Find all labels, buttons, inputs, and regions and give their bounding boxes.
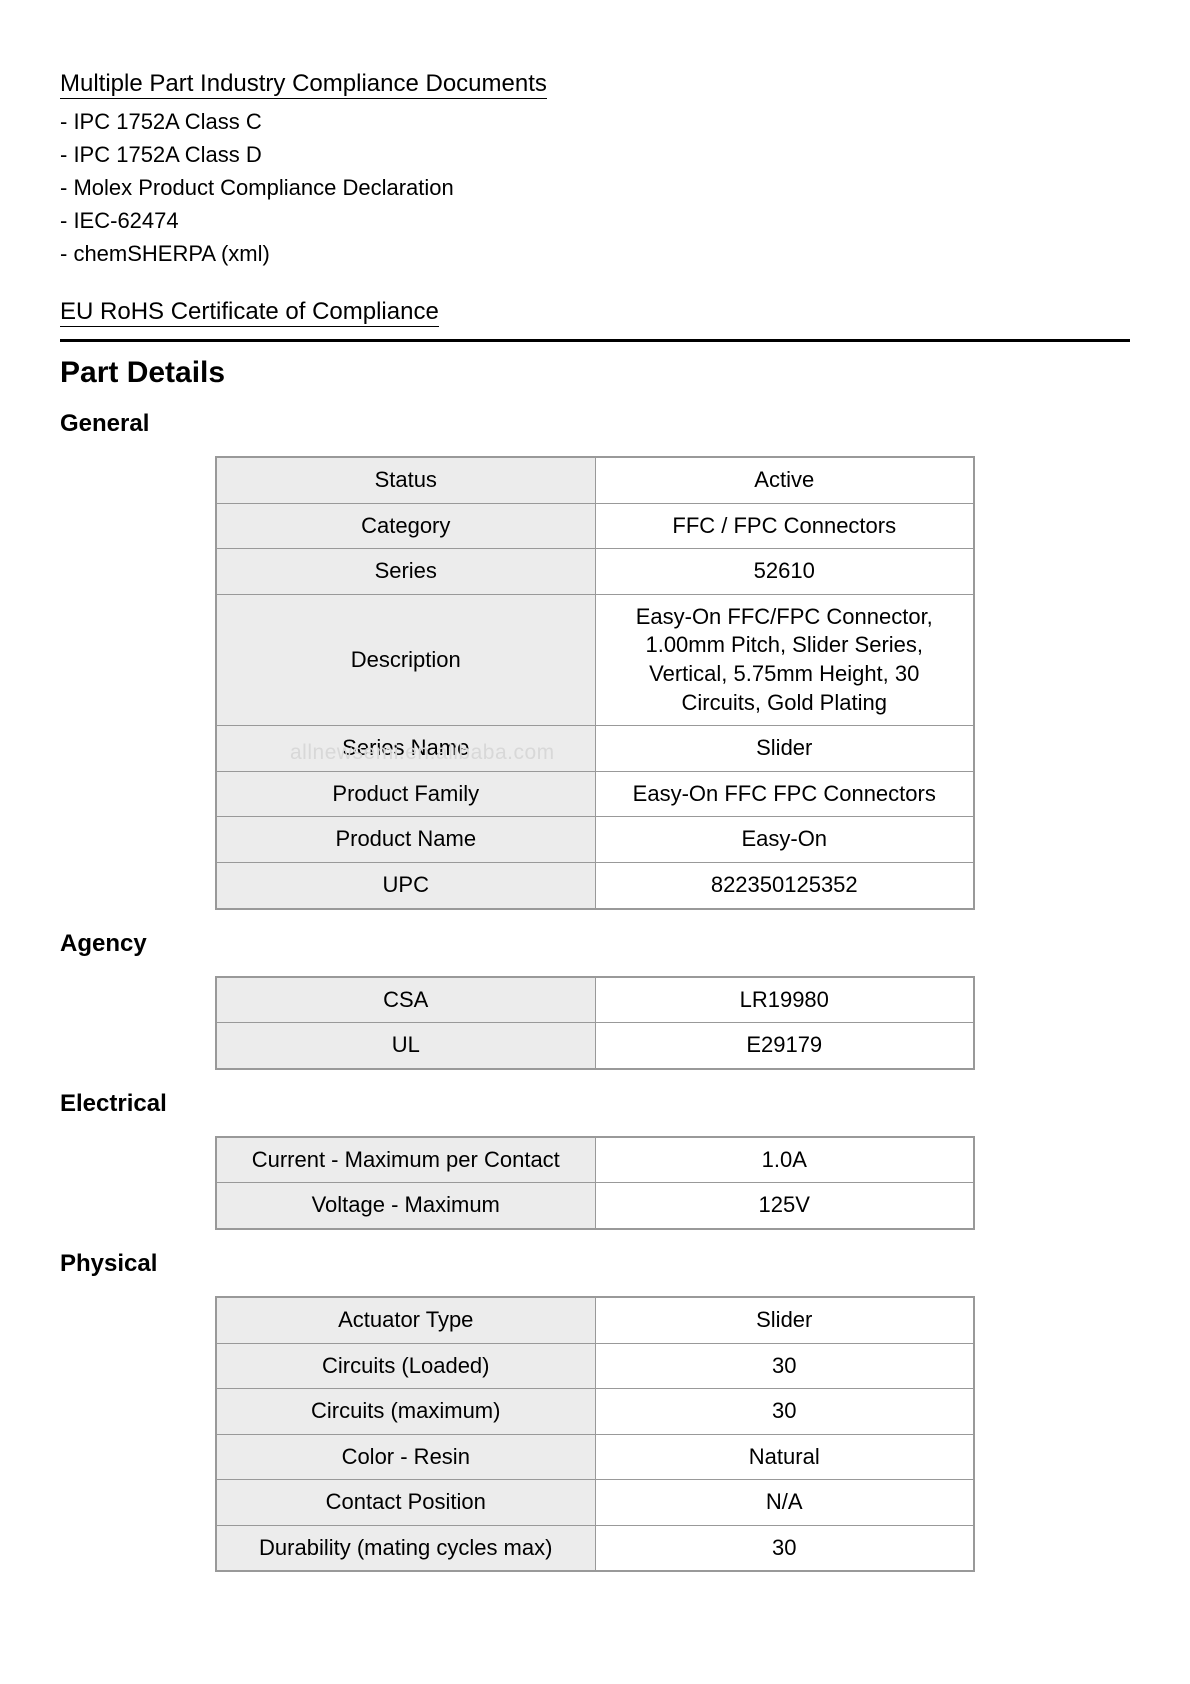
spec-value: Natural [595, 1434, 974, 1480]
table-row: StatusActive [216, 457, 974, 503]
table-row: Circuits (Loaded)30 [216, 1343, 974, 1389]
spec-value: Slider [595, 1297, 974, 1343]
spec-key: Durability (mating cycles max) [216, 1525, 595, 1571]
spec-key: UPC [216, 862, 595, 908]
agency-table: CSALR19980 ULE29179 [215, 976, 975, 1070]
table-row: Contact PositionN/A [216, 1480, 974, 1526]
spec-value: N/A [595, 1480, 974, 1526]
divider [60, 339, 1130, 342]
spec-value: 1.0A [595, 1137, 974, 1183]
spec-value: 52610 [595, 549, 974, 595]
table-row: CSALR19980 [216, 977, 974, 1023]
table-row: CategoryFFC / FPC Connectors [216, 503, 974, 549]
spec-key: UL [216, 1023, 595, 1069]
spec-key: Category [216, 503, 595, 549]
list-item: - IPC 1752A Class C [60, 105, 1130, 138]
spec-key: Product Family [216, 771, 595, 817]
table-row: Product FamilyEasy-On FFC FPC Connectors [216, 771, 974, 817]
table-row: Series NameSlider [216, 726, 974, 772]
rohs-heading-wrap: EU RoHS Certificate of Compliance [60, 288, 1130, 333]
spec-value: 822350125352 [595, 862, 974, 908]
section-title-general: General [60, 410, 1130, 438]
section-title-agency: Agency [60, 930, 1130, 958]
spec-value: LR19980 [595, 977, 974, 1023]
physical-table: Actuator TypeSlider Circuits (Loaded)30 … [215, 1296, 975, 1573]
rohs-heading[interactable]: EU RoHS Certificate of Compliance [60, 298, 439, 327]
table-row: UPC822350125352 [216, 862, 974, 908]
spec-value: Easy-On FFC/FPC Connector, 1.00mm Pitch,… [595, 594, 974, 725]
spec-value: Easy-On [595, 817, 974, 863]
general-table-wrap: allnewsemi.en.alibaba.com StatusActive C… [60, 456, 1130, 910]
spec-value: Easy-On FFC FPC Connectors [595, 771, 974, 817]
agency-table-wrap: CSALR19980 ULE29179 [60, 976, 1130, 1070]
part-details-title: Part Details [60, 356, 1130, 390]
spec-key: Circuits (maximum) [216, 1389, 595, 1435]
spec-key: Voltage - Maximum [216, 1183, 595, 1229]
compliance-doc-list: - IPC 1752A Class C - IPC 1752A Class D … [60, 105, 1130, 270]
spec-key: Series [216, 549, 595, 595]
table-row: DescriptionEasy-On FFC/FPC Connector, 1.… [216, 594, 974, 725]
table-row: Color - ResinNatural [216, 1434, 974, 1480]
table-row: Circuits (maximum)30 [216, 1389, 974, 1435]
compliance-heading[interactable]: Multiple Part Industry Compliance Docume… [60, 70, 547, 99]
section-title-electrical: Electrical [60, 1090, 1130, 1118]
list-item: - IPC 1752A Class D [60, 138, 1130, 171]
spec-key: Product Name [216, 817, 595, 863]
table-row: Durability (mating cycles max)30 [216, 1525, 974, 1571]
spec-value: 30 [595, 1525, 974, 1571]
spec-key: Series Name [216, 726, 595, 772]
spec-value: Active [595, 457, 974, 503]
spec-key: Description [216, 594, 595, 725]
spec-value: 30 [595, 1343, 974, 1389]
table-row: ULE29179 [216, 1023, 974, 1069]
spec-key: Actuator Type [216, 1297, 595, 1343]
table-row: Voltage - Maximum125V [216, 1183, 974, 1229]
physical-table-wrap: Actuator TypeSlider Circuits (Loaded)30 … [60, 1296, 1130, 1573]
section-title-physical: Physical [60, 1250, 1130, 1278]
spec-value: FFC / FPC Connectors [595, 503, 974, 549]
spec-key: Current - Maximum per Contact [216, 1137, 595, 1183]
spec-value: 30 [595, 1389, 974, 1435]
spec-value: 125V [595, 1183, 974, 1229]
list-item: - IEC-62474 [60, 204, 1130, 237]
spec-value: Slider [595, 726, 974, 772]
spec-key: CSA [216, 977, 595, 1023]
electrical-table: Current - Maximum per Contact1.0A Voltag… [215, 1136, 975, 1230]
spec-key: Contact Position [216, 1480, 595, 1526]
table-row: Actuator TypeSlider [216, 1297, 974, 1343]
spec-value: E29179 [595, 1023, 974, 1069]
table-row: Product NameEasy-On [216, 817, 974, 863]
list-item: - Molex Product Compliance Declaration [60, 171, 1130, 204]
list-item: - chemSHERPA (xml) [60, 237, 1130, 270]
table-row: Current - Maximum per Contact1.0A [216, 1137, 974, 1183]
spec-key: Circuits (Loaded) [216, 1343, 595, 1389]
electrical-table-wrap: Current - Maximum per Contact1.0A Voltag… [60, 1136, 1130, 1230]
table-row: Series52610 [216, 549, 974, 595]
compliance-heading-wrap: Multiple Part Industry Compliance Docume… [60, 60, 1130, 105]
page: Multiple Part Industry Compliance Docume… [60, 60, 1130, 1572]
spec-key: Color - Resin [216, 1434, 595, 1480]
general-table: StatusActive CategoryFFC / FPC Connector… [215, 456, 975, 910]
spec-key: Status [216, 457, 595, 503]
